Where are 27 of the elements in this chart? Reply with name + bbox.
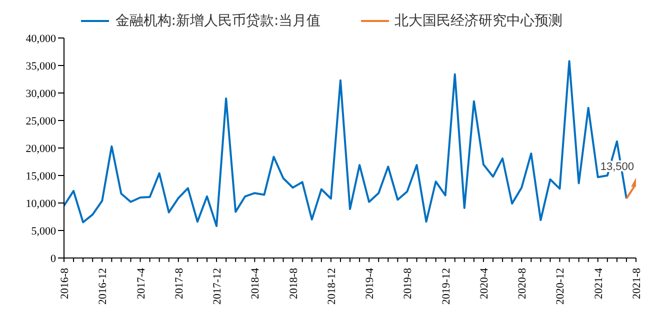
x-tick-label: 2020-4: [478, 268, 490, 300]
x-tick-label: 2017-12: [212, 268, 224, 305]
x-tick-label: 2020-12: [554, 268, 567, 305]
y-tick-label: 15,000: [26, 170, 56, 182]
x-tick-label: 2018-8: [288, 268, 300, 300]
y-tick-label: 0: [50, 252, 56, 265]
y-tick-label: 30,000: [26, 88, 56, 100]
legend-label: 北大国民经济研究中心预测: [394, 12, 563, 30]
x-tick-label: 2017-4: [135, 268, 148, 300]
x-tick-label: 2020-8: [516, 268, 529, 300]
x-tick-label: 2019-4: [364, 268, 376, 300]
x-tick-label: 2018-4: [250, 268, 262, 300]
y-tick-label: 40,000: [26, 32, 56, 45]
y-tick-label: 20,000: [26, 142, 56, 155]
y-tick-label: 35,000: [26, 60, 56, 72]
x-tick-label: 2021-4: [592, 268, 605, 300]
y-tick-label: 25,000: [26, 115, 56, 128]
x-tick-label: 2019-12: [440, 268, 452, 305]
legend-label: 金融机构:新增人民币贷款:当月值: [114, 12, 321, 30]
y-tick-label: 5,000: [31, 225, 56, 238]
x-tick-label: 2016-8: [59, 268, 71, 300]
x-tick-label: 2021-8: [631, 268, 643, 300]
x-tick-label: 2019-8: [402, 268, 414, 300]
x-tick-label: 2018-12: [326, 268, 338, 305]
x-tick-label: 2017-8: [173, 268, 186, 300]
x-tick-label: 2016-12: [97, 268, 110, 305]
y-tick-label: 10,000: [26, 198, 56, 210]
